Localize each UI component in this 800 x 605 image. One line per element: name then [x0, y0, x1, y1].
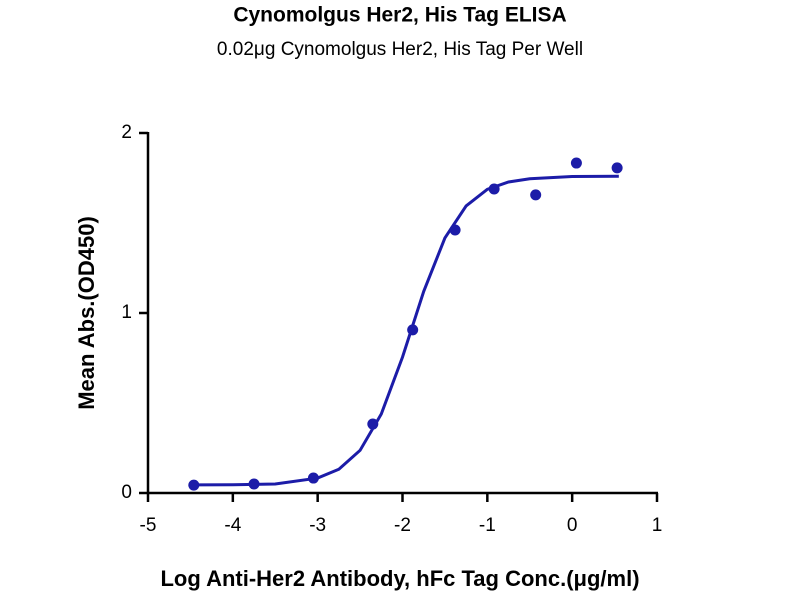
x-tick-label: -5 — [140, 515, 157, 536]
chart-title: Cynomolgus Her2, His Tag ELISA — [233, 4, 566, 27]
chart-subtitle: 0.02μg Cynomolgus Her2, His Tag Per Well — [217, 39, 583, 60]
y-tick-label: 0 — [121, 482, 132, 503]
data-point — [530, 189, 542, 201]
x-tick-label: -3 — [309, 515, 326, 536]
x-tick-label: -4 — [224, 515, 241, 536]
data-point — [449, 224, 461, 236]
data-point — [407, 324, 419, 336]
data-point — [188, 479, 200, 491]
x-tick-label: -1 — [479, 515, 496, 536]
x-tick-label: -2 — [394, 515, 411, 536]
data-point — [367, 418, 379, 430]
data-point — [570, 157, 582, 169]
y-tick-label: 1 — [121, 302, 132, 323]
data-point — [488, 183, 500, 195]
data-point — [248, 478, 260, 490]
y-tick-label: 2 — [121, 122, 132, 143]
data-point — [611, 162, 623, 174]
x-tick-label: 1 — [652, 515, 663, 536]
x-axis-label: Log Anti-Her2 Antibody, hFc Tag Conc.(μg… — [160, 566, 639, 591]
data-point — [307, 472, 319, 484]
y-axis-label: Mean Abs.(OD450) — [74, 216, 99, 410]
x-tick-label: 0 — [567, 515, 578, 536]
fit-curve — [194, 174, 619, 487]
